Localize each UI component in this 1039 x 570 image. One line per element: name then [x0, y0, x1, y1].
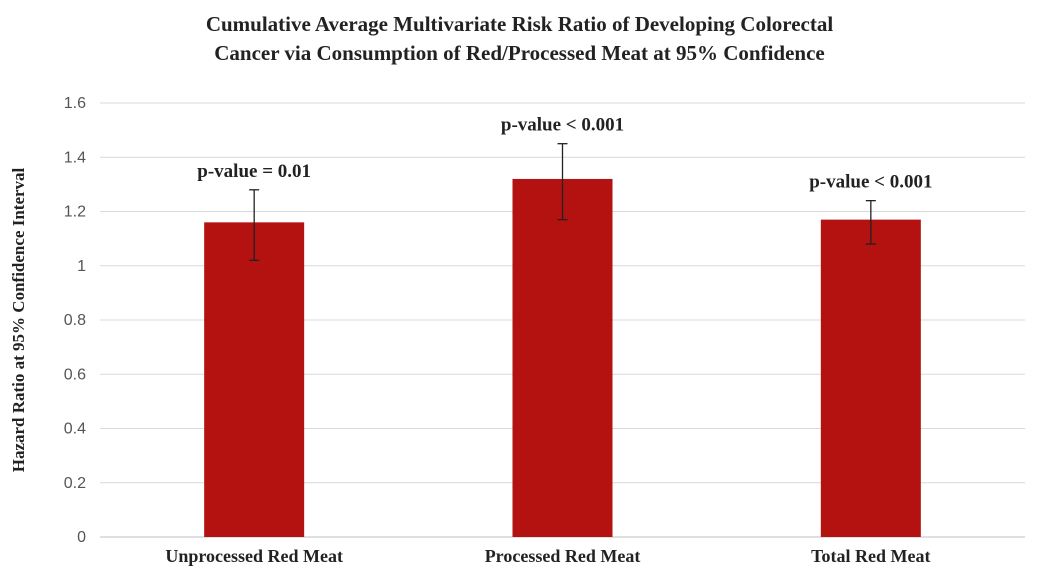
chart-title-line-2: Cancer via Consumption of Red/Processed …: [214, 41, 825, 65]
category-label: Processed Red Meat: [485, 546, 641, 566]
p-value-annotations: p-value = 0.01 p-value < 0.001 p-value < 0…: [197, 115, 932, 193]
bar: [512, 178, 613, 537]
error-bar: [249, 189, 260, 261]
y-axis-ticks: 0 0.2 0.4 0.6 0.8 1 1.2 1.4 1.6: [64, 95, 86, 546]
y-tick-label: 1: [77, 258, 86, 275]
category-label: Unprocessed Red Meat: [165, 546, 343, 566]
error-bar: [865, 199, 876, 245]
y-axis-title: Hazard Ratio at 95% Confidence Interval: [9, 167, 28, 472]
bar: [204, 222, 305, 537]
y-tick-label: 1.4: [64, 149, 86, 166]
chart-title: Cumulative Average Multivariate Risk Rat…: [0, 10, 1039, 68]
bars: [204, 178, 921, 537]
bar: [820, 219, 921, 537]
chart-title-line-1: Cumulative Average Multivariate Risk Rat…: [205, 12, 834, 36]
x-axis-categories: Unprocessed Red Meat Processed Red Meat To…: [165, 546, 930, 566]
category-label: Total Red Meat: [811, 546, 930, 566]
error-bars: [249, 143, 876, 261]
p-value-label: p-value < 0.001: [501, 115, 624, 136]
y-tick-label: 0.2: [64, 475, 86, 492]
y-tick-label: 0.6: [64, 366, 86, 383]
error-bar: [557, 143, 568, 221]
y-tick-label: 1.2: [64, 204, 86, 221]
y-tick-label: 0: [77, 529, 86, 546]
y-tick-label: 0.8: [64, 312, 86, 329]
y-tick-label: 0.4: [64, 421, 86, 438]
p-value-label: p-value < 0.001: [809, 172, 932, 193]
y-tick-label: 1.6: [64, 95, 86, 112]
p-value-label: p-value = 0.01: [197, 161, 311, 182]
